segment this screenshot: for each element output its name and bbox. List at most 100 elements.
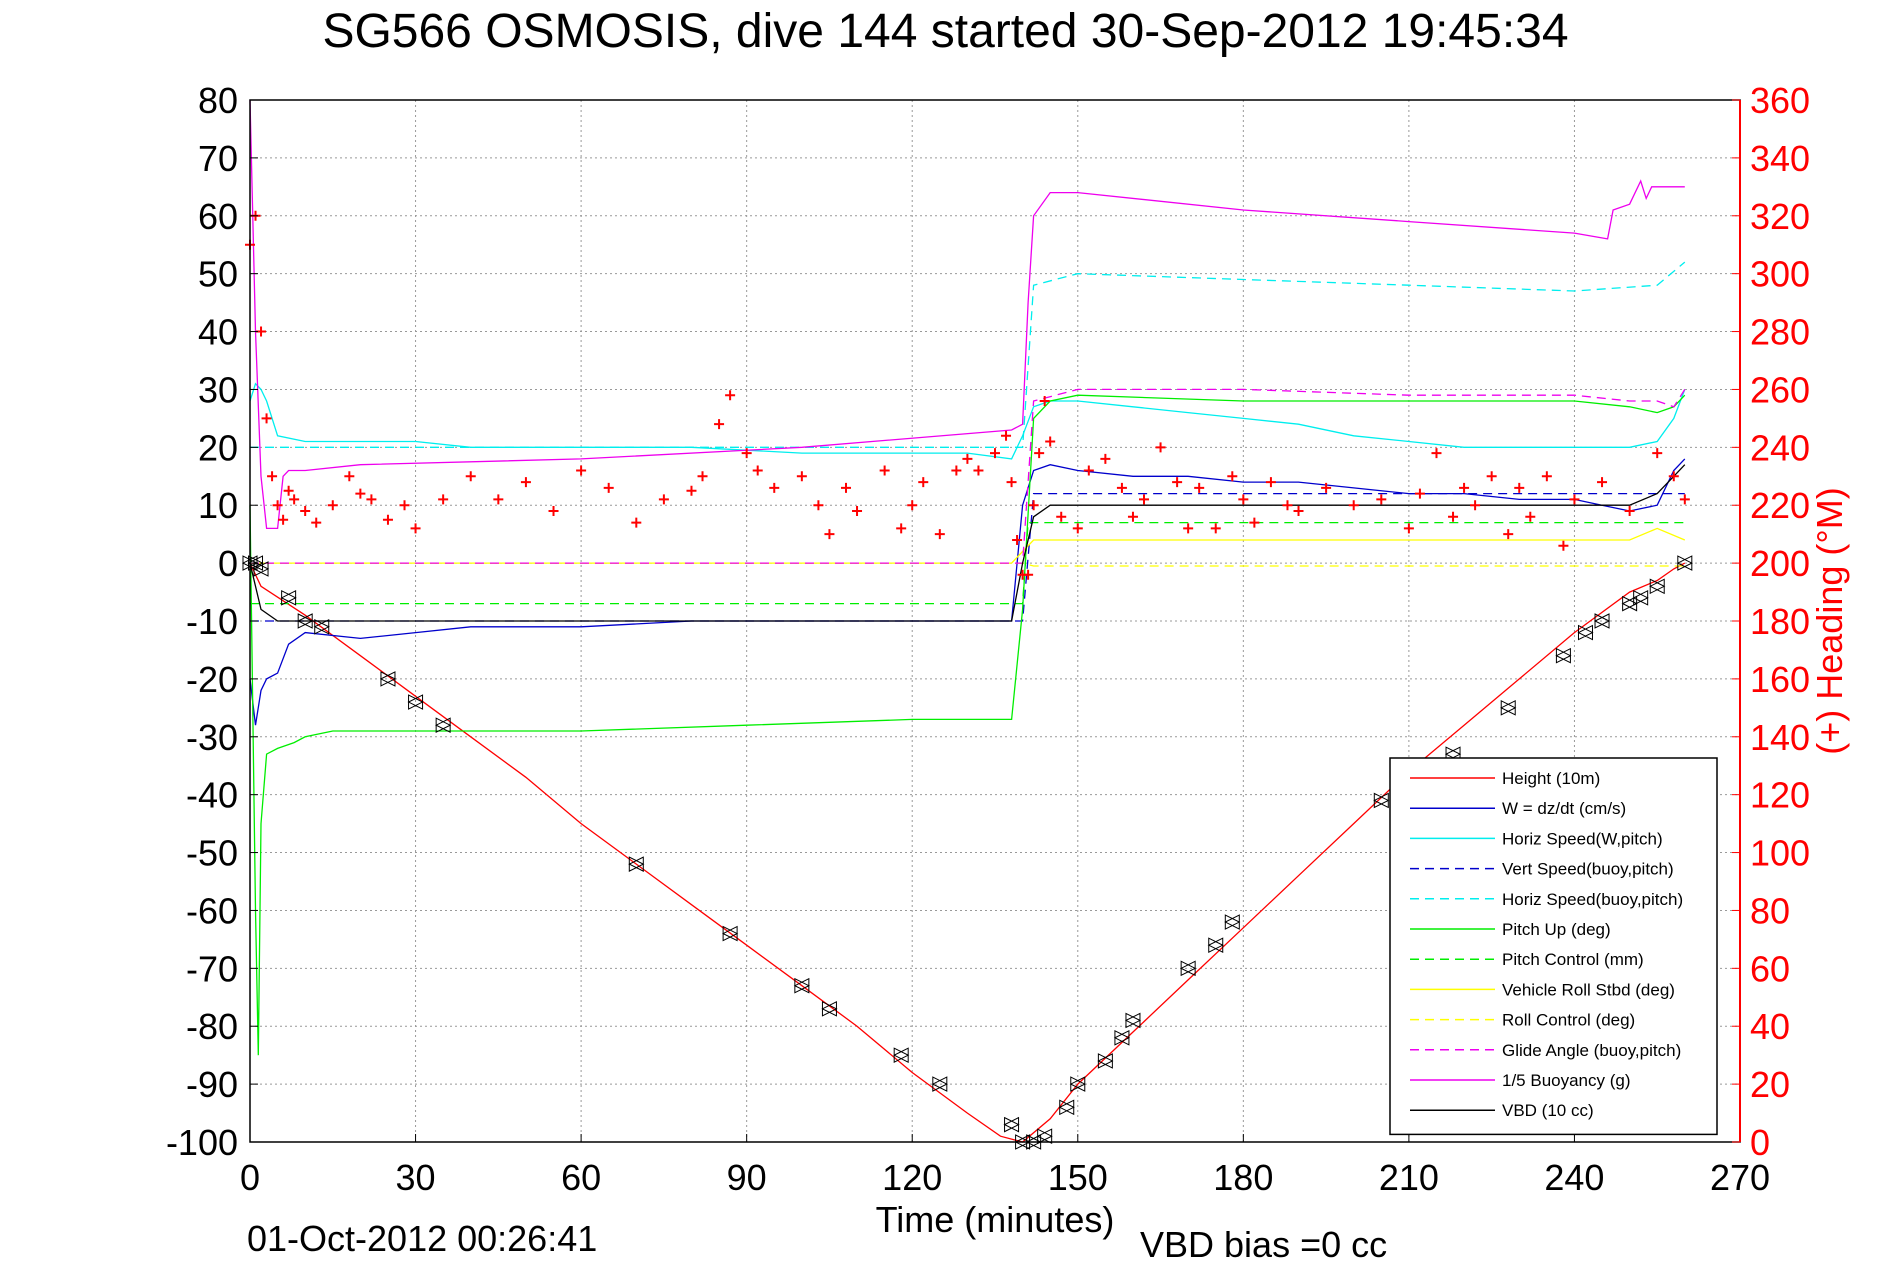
heading-point (493, 494, 504, 505)
dive-marker (1036, 1128, 1053, 1145)
heading-point (1194, 482, 1205, 493)
heading-point (769, 482, 780, 493)
heading-point (300, 506, 311, 517)
y-tick-label: 70 (198, 138, 238, 179)
heading-point (520, 477, 531, 488)
y2-tick-label: 340 (1750, 138, 1810, 179)
heading-point (1503, 529, 1514, 540)
y-tick-label: -70 (186, 948, 238, 989)
heading-point (907, 500, 918, 511)
heading-point (658, 494, 669, 505)
dive-marker (1069, 1076, 1086, 1092)
legend-label: Height (10m) (1502, 769, 1600, 788)
heading-point (289, 494, 300, 505)
series-layer (249, 99, 1686, 1143)
y2-tick-label: 80 (1750, 890, 1790, 931)
heading-point (1459, 482, 1470, 493)
heading-point (824, 529, 835, 540)
y2-tick-label: 320 (1750, 196, 1810, 237)
heading-point (261, 413, 272, 424)
heading-point (1569, 494, 1580, 505)
dive-marker (379, 671, 397, 687)
x-tick-label: 240 (1544, 1157, 1604, 1198)
heading-point (548, 506, 559, 517)
footer-date: 01-Oct-2012 00:26:41 (247, 1218, 598, 1259)
x-tick-label: 210 (1379, 1157, 1439, 1198)
y-tick-label: 60 (198, 196, 238, 237)
y-tick-label: 80 (198, 80, 238, 121)
heading-point (1155, 442, 1166, 453)
dive-marker (1224, 914, 1241, 930)
x-tick-label: 270 (1710, 1157, 1770, 1198)
heading-point (410, 523, 421, 534)
dive-marker (1676, 555, 1693, 571)
heading-point (1210, 523, 1221, 534)
dive-marker (407, 694, 424, 710)
heading-point (1034, 448, 1045, 459)
dive-marker (1577, 624, 1594, 641)
heading-point (272, 500, 283, 511)
series-line (250, 388, 1686, 564)
footer-vbd-bias: VBD bias =0 cc (1140, 1224, 1388, 1265)
heading-point (283, 485, 294, 496)
heading-point (896, 523, 907, 534)
heading-point (1525, 511, 1536, 522)
legend-label: Glide Angle (buoy,pitch) (1502, 1041, 1681, 1060)
y2-tick-label: 40 (1750, 1006, 1790, 1047)
heading-point (796, 471, 807, 482)
heading-point (311, 517, 322, 528)
heading-point (1293, 506, 1304, 517)
y2-tick-label: 60 (1750, 948, 1790, 989)
heading-point (962, 453, 973, 464)
dive-marker (721, 925, 739, 942)
dive-marker (1113, 1029, 1131, 1046)
marker-layer (241, 210, 1693, 1150)
heading-point (813, 500, 824, 511)
heading-point (1282, 500, 1293, 511)
heading-point (1172, 477, 1183, 488)
heading-point (741, 448, 752, 459)
dive-marker (1124, 1012, 1142, 1029)
y-tick-label: -40 (186, 775, 238, 816)
dive-marker (1555, 647, 1572, 664)
y2-tick-label: 220 (1750, 485, 1810, 526)
heading-point (1376, 494, 1387, 505)
dive-marker (1003, 1116, 1020, 1133)
series-line (250, 261, 1686, 448)
y-tick-label: -60 (186, 890, 238, 931)
y-tick-label: -30 (186, 717, 238, 758)
dive-marker (280, 590, 297, 606)
heading-point (951, 465, 962, 476)
legend-box (1389, 757, 1718, 1136)
series-line (250, 492, 1685, 622)
heading-point (1056, 511, 1067, 522)
y-tick-label: -20 (186, 659, 238, 700)
dive-marker (1593, 613, 1611, 629)
heading-point (879, 465, 890, 476)
heading-point (1001, 430, 1012, 441)
y-tick-label: 50 (198, 254, 238, 295)
heading-point (1127, 511, 1138, 522)
heading-point (1652, 448, 1663, 459)
y-tick-label: 10 (198, 485, 238, 526)
dive-marker (931, 1076, 948, 1092)
legend-label: Vert Speed(buoy,pitch) (1502, 860, 1674, 879)
heading-point (603, 482, 614, 493)
x-tick-label: 180 (1213, 1157, 1273, 1198)
y2-tick-label: 300 (1750, 254, 1810, 295)
x-tick-label: 90 (727, 1157, 767, 1198)
heading-point (1265, 477, 1276, 488)
heading-point (1403, 523, 1414, 534)
dive-marker (435, 717, 452, 734)
y2-tick-label: 180 (1750, 601, 1810, 642)
series-line (249, 382, 1686, 460)
dive-marker (628, 856, 645, 872)
heading-point (1624, 506, 1635, 517)
legend-label: Horiz Speed(W,pitch) (1502, 829, 1663, 848)
y2-tick-label: 160 (1750, 659, 1810, 700)
heading-point (1249, 517, 1260, 528)
heading-point (1083, 465, 1094, 476)
y2-tick-label: 280 (1750, 312, 1810, 353)
dive-marker (1180, 960, 1197, 977)
heading-point (631, 517, 642, 528)
